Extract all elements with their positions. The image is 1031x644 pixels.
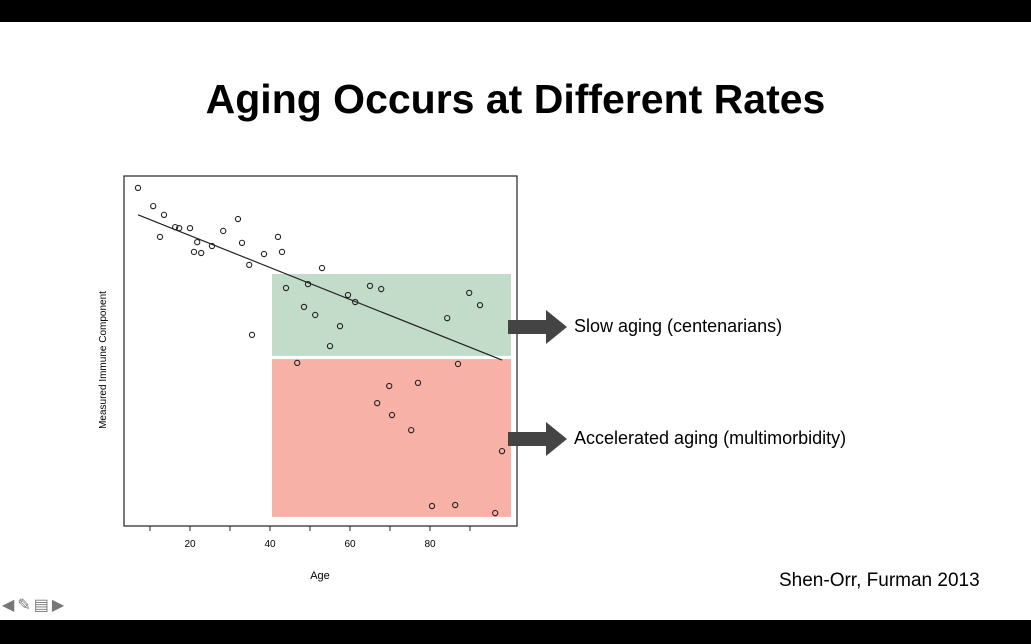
data-point: [248, 331, 256, 339]
arrow-icon: [508, 422, 567, 456]
data-point: [176, 224, 183, 232]
data-point: [318, 264, 326, 272]
arrow-left-icon[interactable]: ◀: [2, 597, 15, 614]
data-point: [492, 509, 499, 517]
arrow-icon: [508, 310, 567, 344]
data-point: [186, 224, 194, 232]
data-point: [190, 248, 198, 256]
top-letterbox: [0, 0, 1031, 22]
trend-line: [137, 214, 503, 361]
data-point: [172, 223, 179, 231]
data-point: [326, 342, 334, 350]
x-tick-label: 60: [344, 539, 356, 550]
x-axis-label: Age: [310, 570, 330, 582]
data-point: [312, 311, 319, 319]
x-tick-label: 80: [424, 539, 436, 550]
data-point: [388, 411, 396, 419]
citation: Shen-Orr, Furman 2013: [779, 570, 980, 591]
bottom-letterbox: [0, 620, 1031, 644]
data-point: [374, 399, 381, 407]
data-point: [198, 249, 205, 257]
data-point: [294, 359, 301, 367]
data-point: [278, 248, 286, 256]
y-axis-label: Measured Immune Component: [98, 291, 109, 429]
x-tick-label: 40: [264, 539, 276, 550]
data-point: [282, 284, 290, 292]
data-point: [498, 447, 506, 455]
data-point: [352, 298, 359, 306]
menu-icon[interactable]: ▤: [33, 597, 49, 614]
data-point: [274, 233, 282, 241]
accelerated-aging-region: [272, 359, 511, 517]
data-point: [220, 227, 227, 235]
pencil-icon[interactable]: ✎: [17, 597, 31, 614]
x-tick-label: 20: [184, 539, 196, 550]
slow-aging-region: [272, 274, 511, 356]
accelerated-aging-annotation: Accelerated aging (multimorbidity): [574, 428, 847, 448]
data-point: [336, 322, 344, 330]
data-point: [156, 233, 164, 241]
data-point: [208, 242, 216, 250]
data-point: [260, 250, 268, 258]
data-point: [150, 202, 157, 210]
data-point: [466, 289, 473, 297]
plot-frame: [123, 175, 518, 527]
data-point: [378, 285, 385, 293]
data-point: [160, 211, 168, 218]
data-point: [194, 238, 201, 246]
slide-title: Aging Occurs at Different Rates: [205, 76, 826, 122]
data-point: [408, 426, 415, 434]
arrow-right-icon[interactable]: ▶: [51, 597, 65, 614]
data-point: [454, 360, 462, 368]
data-point: [134, 184, 142, 192]
data-point: [300, 303, 308, 311]
data-point: [452, 501, 459, 509]
data-point: [366, 282, 374, 290]
data-point: [304, 280, 312, 288]
data-point: [386, 382, 393, 390]
data-point: [476, 301, 484, 309]
data-point: [344, 291, 352, 299]
slide-navigation: ◀ ✎ ▤ ▶: [2, 597, 64, 615]
data-point: [428, 502, 436, 510]
slow-aging-annotation: Slow aging (centenarians): [574, 316, 783, 336]
data-point: [414, 379, 422, 386]
data-point: [246, 261, 253, 269]
data-point: [234, 215, 242, 223]
data-point: [444, 314, 451, 322]
data-point: [238, 239, 246, 246]
